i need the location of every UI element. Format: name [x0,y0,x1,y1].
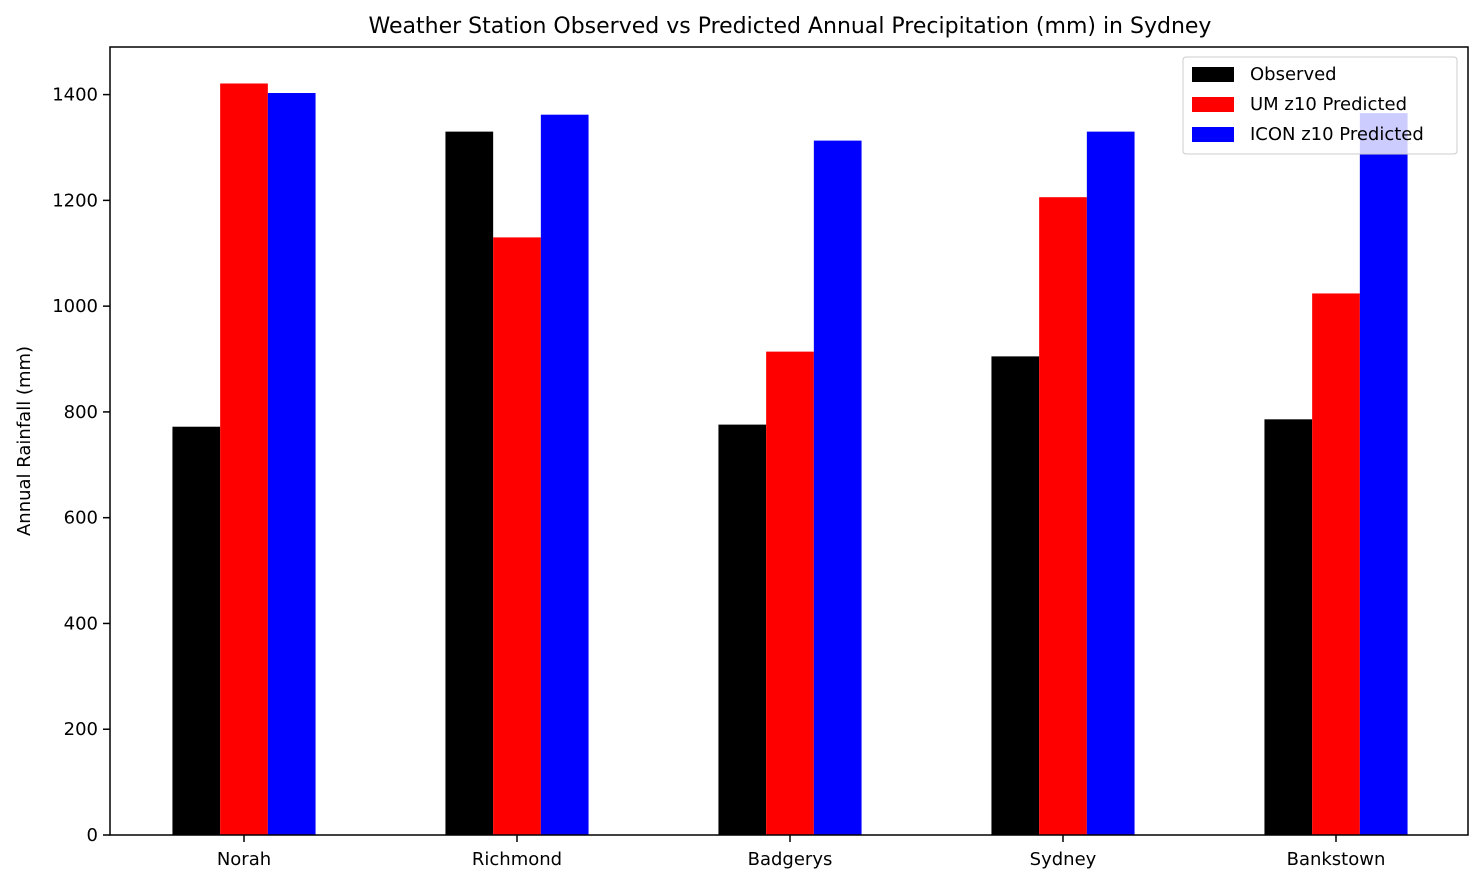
bar-norah-um-z10-predicted [220,83,268,836]
x-tick-label: Bankstown [1287,849,1386,870]
bar-richmond-um-z10-predicted [493,237,541,835]
bar-badgerys-um-z10-predicted [766,351,814,835]
bar-bankstown-um-z10-predicted [1312,293,1360,835]
legend-label: UM z10 Predicted [1250,94,1407,115]
y-tick-label: 1200 [52,190,98,211]
y-tick-label: 1400 [52,85,98,106]
x-tick-label: Richmond [472,849,562,870]
bar-badgerys-icon-z10-predicted [813,140,862,836]
legend-box [1182,56,1458,155]
plot-frame [109,46,1469,836]
x-axis-ticks: Norah Richmond Badgerys Sydney Bankstown [217,835,1386,870]
bar-sydney-observed [991,356,1040,835]
x-tick-label: Sydney [1030,849,1097,870]
bar-bankstown-observed [1264,419,1313,835]
x-tick-label: Badgerys [748,849,833,870]
bar-bankstown-icon-z10-predicted [1359,113,1408,836]
bar-sydney-icon-z10-predicted [1086,131,1135,835]
bar-sydney-um-z10-predicted [1039,197,1087,835]
y-tick-label: 200 [64,719,98,740]
bar-norah-icon-z10-predicted [267,93,316,835]
bar-richmond-icon-z10-predicted [540,114,589,835]
legend-label: ICON z10 Predicted [1250,124,1424,145]
y-tick-label: 800 [64,402,98,423]
chart-title: Weather Station Observed vs Predicted An… [369,14,1212,39]
x-tick-label: Norah [217,849,271,870]
bars-group [172,83,1408,836]
y-axis-ticks: 0 200 400 600 800 1000 1200 1400 [52,85,110,846]
y-tick-label: 1000 [52,296,98,317]
y-tick-label: 0 [87,825,98,846]
legend-swatch [1192,67,1234,82]
legend-swatch [1192,97,1234,112]
legend-label: Observed [1250,64,1337,85]
y-tick-label: 400 [64,613,98,634]
legend: Observed UM z10 Predicted ICON z10 Predict… [1182,56,1458,155]
y-tick-label: 600 [64,508,98,529]
y-axis-label: Annual Rainfall (mm) [14,346,35,536]
legend-swatch [1192,127,1234,142]
bar-norah-observed [172,426,221,835]
bar-richmond-observed [445,131,494,835]
bar-badgerys-observed [718,424,767,835]
